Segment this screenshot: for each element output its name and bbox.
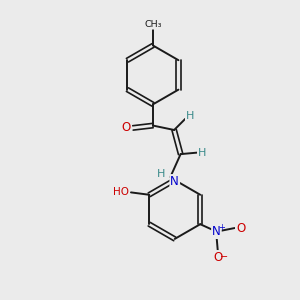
Text: N: N [170, 175, 179, 188]
Text: HO: HO [113, 188, 129, 197]
Text: N: N [212, 225, 221, 238]
Text: H: H [157, 169, 165, 178]
Text: +: + [218, 223, 225, 232]
Text: O: O [213, 251, 223, 264]
Text: −: − [220, 252, 228, 262]
Text: H: H [198, 148, 206, 158]
Text: CH₃: CH₃ [144, 20, 162, 29]
Text: O: O [236, 221, 245, 235]
Text: O: O [122, 122, 131, 134]
Text: H: H [186, 111, 194, 121]
